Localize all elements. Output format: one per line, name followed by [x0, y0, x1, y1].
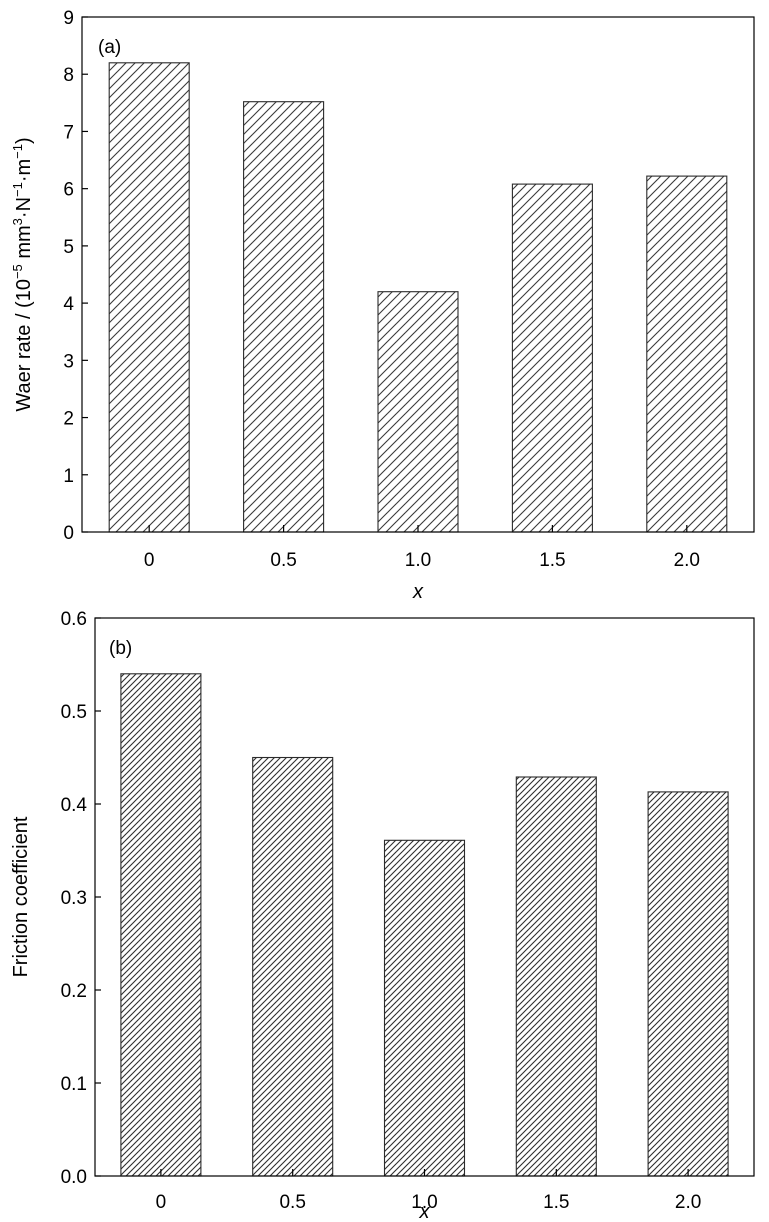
y-axis-title-a: Waer rate / (10−5 mm3·N−1·m−1) [10, 137, 35, 411]
y-title-a-exp4: −1 [10, 144, 25, 159]
y-tick-label-b: 0.1 [61, 1074, 87, 1095]
wear-rate-chart: 0 1 2 3 4 5 6 7 8 9 0 0.5 1.0 1.5 2.0 (a) x Waer rate… [10, 8, 755, 603]
y-tick-label-b: 0.0 [61, 1167, 87, 1188]
x-axis-title-b: x [419, 1201, 431, 1222]
y-tick-label-b: 0.2 [61, 981, 87, 1002]
x-tick-label-b: 0.5 [279, 1192, 305, 1213]
x-axis-title-a: x [412, 581, 424, 603]
y-tick-label-a: 7 [63, 122, 74, 143]
y-ticks-b: 0.0 0.1 0.2 0.3 0.4 0.5 0.6 [61, 609, 101, 1188]
y-title-a-exp3: −1 [10, 182, 25, 197]
bar-b-0 [120, 673, 202, 1177]
bar-a-1.0 [377, 291, 459, 533]
y-tick-label-b: 0.5 [61, 702, 87, 723]
y-ticks-a: 0 1 2 3 4 5 6 7 8 9 [63, 8, 88, 544]
y-tick-label-b: 0.4 [61, 795, 88, 816]
x-tick-label-b: 1.0 [411, 1192, 437, 1213]
y-tick-label-a: 0 [63, 523, 74, 544]
x-tick-label-b: 0 [156, 1192, 167, 1213]
y-tick-label-a: 4 [63, 294, 74, 315]
y-title-a-suffix: ) [13, 137, 35, 144]
bar-b-1.5 [515, 776, 597, 1177]
bars-b [120, 673, 729, 1177]
x-tick-label-b: 2.0 [675, 1192, 701, 1213]
y-tick-label-a: 3 [63, 351, 74, 372]
panel-label-a: (a) [98, 37, 121, 58]
bar-a-0 [108, 62, 190, 533]
y-title-a-mid3: ·m [13, 159, 35, 182]
bar-a-0.5 [243, 101, 325, 533]
x-tick-label-a: 0 [144, 550, 155, 571]
y-title-a-mid2: ·N [13, 197, 35, 218]
y-title-a-mid1: mm [13, 225, 35, 264]
y-tick-label-a: 5 [63, 237, 74, 258]
y-tick-label-a: 1 [63, 466, 74, 487]
y-tick-label-a: 6 [63, 180, 74, 201]
bar-a-1.5 [511, 183, 593, 533]
y-tick-label-a: 8 [63, 65, 74, 86]
x-tick-label-a: 0.5 [270, 550, 296, 571]
x-tick-label-a: 1.0 [405, 550, 431, 571]
y-title-a-exp1: −5 [10, 264, 25, 279]
y-tick-label-b: 0.3 [61, 888, 87, 909]
panel-label-b: (b) [109, 638, 132, 659]
bar-b-0.5 [252, 756, 334, 1177]
bar-b-2.0 [647, 791, 729, 1177]
x-tick-label-a: 2.0 [674, 550, 700, 571]
friction-coefficient-chart: 0.00.10.20.30.40.50.6 0 0.5 1.0 1.5 2.0 (b) … [10, 609, 755, 1222]
x-tick-label-a: 1.5 [539, 550, 565, 571]
y-title-a-prefix: Waer rate / (10 [13, 279, 35, 412]
x-ticks-a: 0 0.5 1.0 1.5 2.0 [144, 525, 700, 571]
y-tick-label-a: 9 [63, 8, 74, 29]
y-tick-label-b: 0.6 [61, 609, 87, 630]
bar-a-2.0 [646, 175, 728, 533]
bar-b-1.0 [383, 839, 466, 1177]
bars-a [108, 62, 728, 533]
y-title-a-exp2: 3 [10, 218, 25, 225]
y-tick-label-a: 2 [63, 409, 74, 430]
x-ticks-b: 0 0.5 1.0 1.5 2.0 [156, 1169, 701, 1213]
x-tick-label-b: 1.5 [543, 1192, 569, 1213]
y-axis-title-b: Friction coefficient [10, 816, 32, 977]
